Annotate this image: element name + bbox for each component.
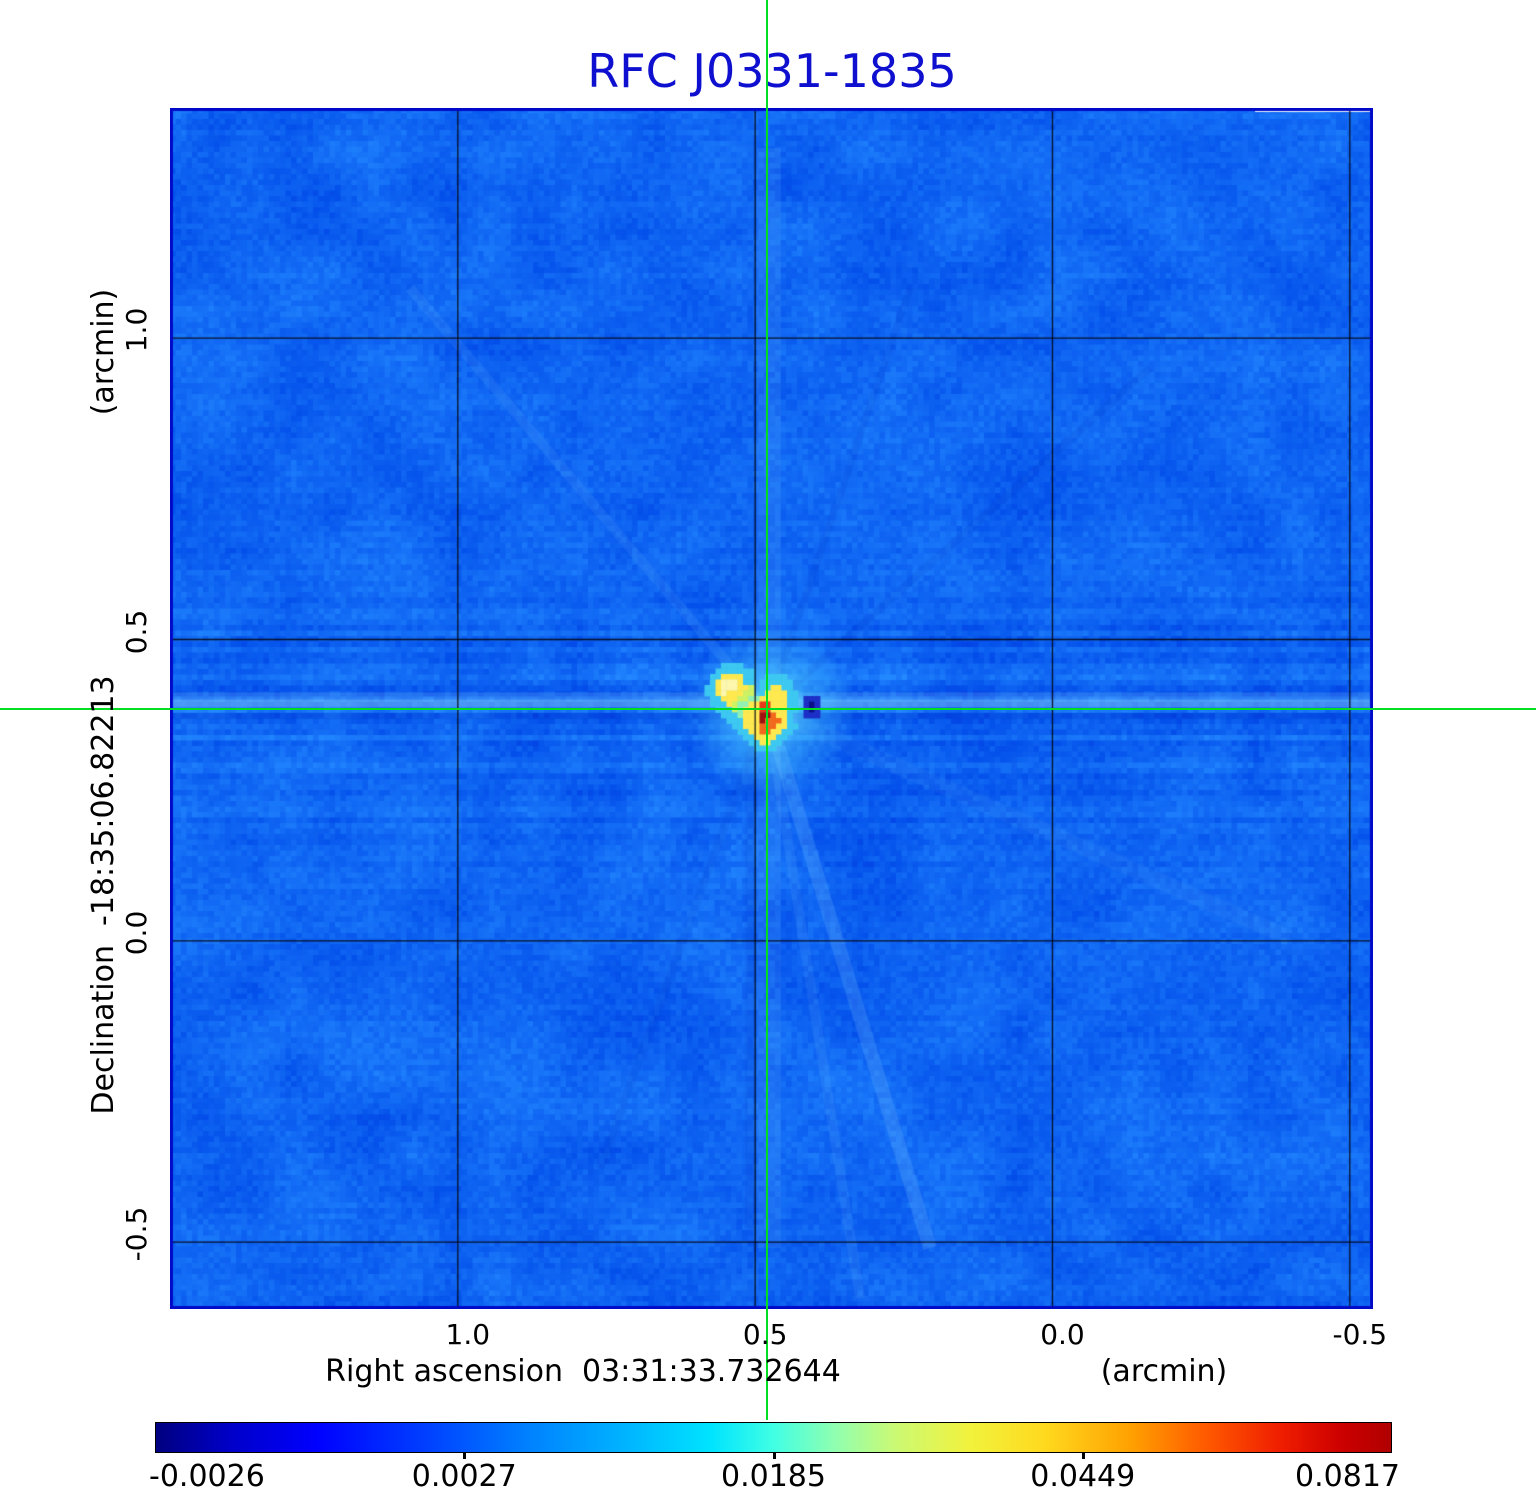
colorbar-tick-mark — [463, 1453, 467, 1459]
colorbar-tick-label: 0.0027 — [411, 1459, 517, 1494]
x-axis-unit-label: (arcmin) — [1100, 1354, 1228, 1389]
x-tick-label: -0.5 — [1332, 1318, 1388, 1351]
colorbar-tick-label: 0.0817 — [1295, 1459, 1400, 1494]
x-axis-title: Right ascension 03:31:33.732644 — [325, 1354, 841, 1389]
crosshair-vertical-line — [766, 0, 769, 1420]
y-tick-label: 0.0 — [120, 910, 153, 956]
colorbar — [155, 1422, 1392, 1453]
y-tick-label: 0.5 — [120, 609, 153, 654]
y-axis-unit-label: (arcmin) — [86, 288, 121, 416]
figure-title: RFC J0331-1835 — [587, 44, 957, 98]
colorbar-tick-mark — [1081, 1453, 1085, 1459]
colorbar-tick-label: -0.0026 — [149, 1459, 265, 1494]
colorbar-tick-mark — [772, 1453, 776, 1459]
y-axis-title: Declination -18:35:06.82213 — [86, 675, 121, 1115]
x-tick-label: 0.0 — [1040, 1318, 1085, 1351]
colorbar-tick-label: 0.0449 — [1030, 1459, 1136, 1494]
x-tick-label: 0.5 — [742, 1318, 788, 1351]
y-tick-label: -0.5 — [120, 1206, 153, 1262]
colorbar-gradient — [156, 1423, 1391, 1452]
y-tick-label: 1.0 — [120, 307, 153, 353]
x-tick-label: 1.0 — [445, 1318, 491, 1351]
colorbar-tick-label: 0.0185 — [721, 1459, 826, 1494]
